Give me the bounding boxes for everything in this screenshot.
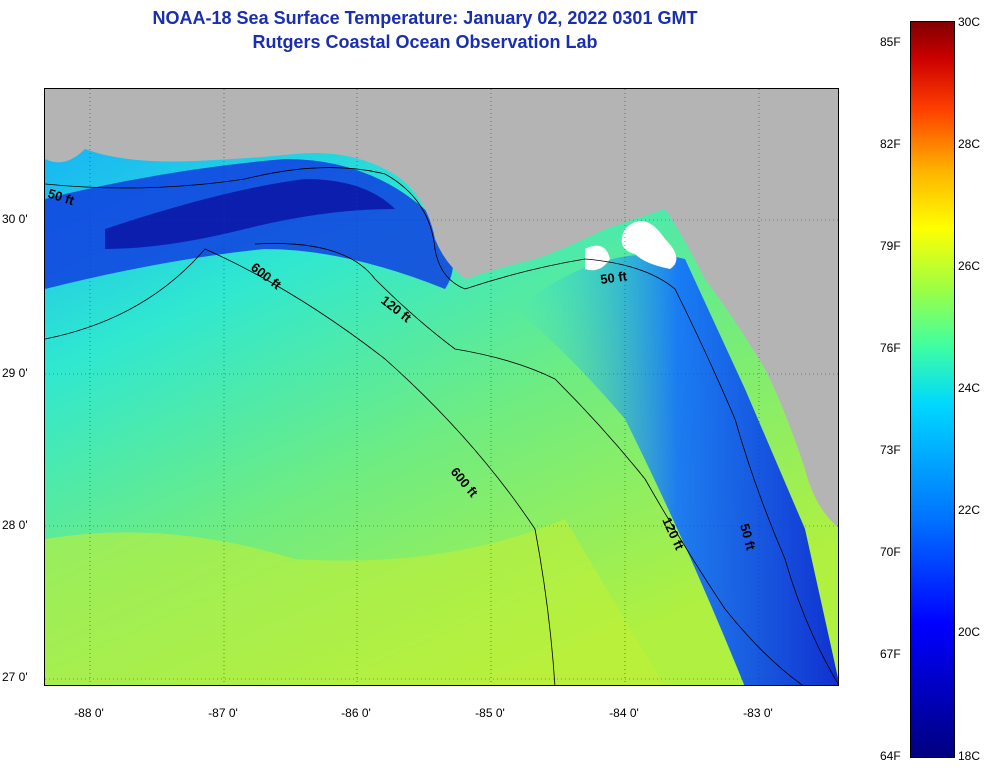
contour-120ft (254, 243, 803, 685)
title-line-2: Rutgers Coastal Ocean Observation Lab (252, 32, 598, 52)
contour-label-50ft-south: 50 ft (737, 522, 759, 552)
title-line-1: NOAA-18 Sea Surface Temperature: January… (152, 8, 698, 28)
cb-f-67: 67F (880, 647, 901, 661)
cb-c-26: 26C (958, 259, 981, 273)
lon-label-83: -83 0' (743, 706, 773, 720)
cb-f-70: 70F (880, 545, 901, 559)
cb-f-82: 82F (880, 137, 901, 151)
lat-label-27: 27 0' (2, 670, 28, 684)
cb-f-79: 79F (880, 239, 901, 253)
lat-label-28: 28 0' (2, 518, 28, 532)
cloud-patch-small (585, 245, 610, 271)
lat-label-30: 30 0' (2, 212, 28, 226)
land (45, 89, 838, 528)
cb-f-73: 73F (880, 443, 901, 457)
sst-map-canvas: 50 ft 600 ft 120 ft 50 ft 600 ft 120 ft … (45, 89, 838, 685)
lon-label-86: -86 0' (341, 706, 371, 720)
cb-c-30: 30C (958, 15, 981, 29)
cb-c-18: 18C (958, 749, 981, 763)
cb-c-20: 20C (958, 625, 981, 639)
cold-core-north (105, 179, 395, 249)
lon-label-88: -88 0' (74, 706, 104, 720)
cb-c-22: 22C (958, 503, 981, 517)
cb-f-64: 64F (880, 749, 901, 763)
cb-f-76: 76F (880, 341, 901, 355)
contour-50ft-east (464, 258, 838, 685)
contour-label-50ft-east: 50 ft (599, 268, 628, 287)
lat-label-29: 29 0' (2, 366, 28, 380)
contour-600ft (45, 248, 556, 685)
cold-shelf-east (515, 254, 838, 685)
cb-c-24: 24C (958, 381, 981, 395)
cb-f-85: 85F (880, 35, 901, 49)
contour-50ft-west (45, 167, 466, 290)
temperature-colorbar (910, 21, 955, 758)
lon-label-85: -85 0' (475, 706, 505, 720)
warm-water-region (45, 519, 664, 685)
lon-label-87: -87 0' (208, 706, 238, 720)
lon-label-84: -84 0' (609, 706, 639, 720)
cb-c-28: 28C (958, 137, 981, 151)
cloud-patch (621, 221, 677, 269)
grid-lines (45, 89, 838, 685)
sst-map[interactable]: 50 ft 600 ft 120 ft 50 ft 600 ft 120 ft … (44, 88, 839, 686)
